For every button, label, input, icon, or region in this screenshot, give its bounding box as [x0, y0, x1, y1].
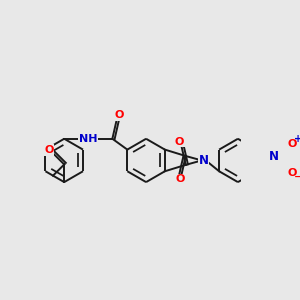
Text: N: N	[269, 149, 279, 163]
Text: O: O	[44, 145, 54, 155]
Text: N: N	[198, 154, 208, 167]
Text: O: O	[176, 174, 185, 184]
Text: O: O	[287, 168, 297, 178]
Text: O: O	[287, 139, 297, 149]
Text: −: −	[294, 172, 300, 182]
Text: NH: NH	[79, 134, 98, 144]
Text: O: O	[175, 136, 184, 147]
Text: +: +	[293, 134, 300, 144]
Text: O: O	[114, 110, 124, 121]
